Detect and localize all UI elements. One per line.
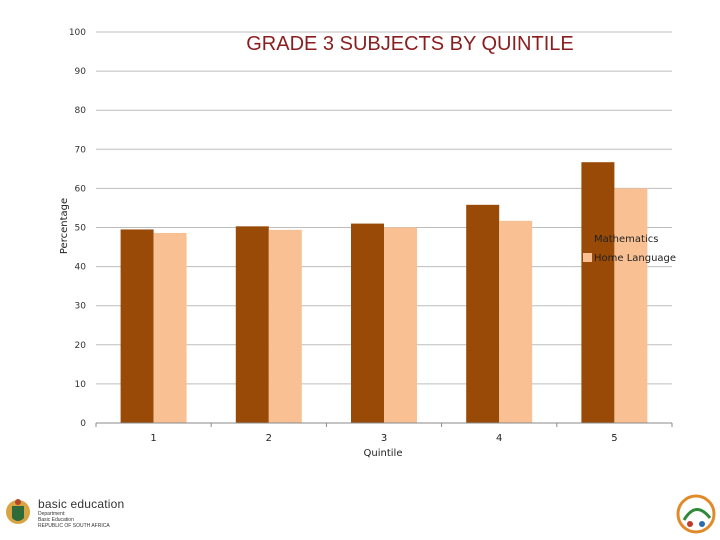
legend-swatch-mathematics [583,234,592,243]
coat-of-arms-icon [6,499,30,524]
x-tick-label: 3 [381,433,387,444]
logo-sub-basic-education: Basic Education [38,517,74,523]
legend-label-home-language: Home Language [594,253,676,264]
bar-home-language-q1 [153,232,187,423]
y-tick-label: 40 [75,263,87,273]
bar-home-language-q4 [499,220,533,423]
bar-mathematics-q4 [466,204,500,423]
x-tick-label: 2 [266,433,272,444]
bar-mathematics-q2 [235,226,269,423]
bar-home-language-q5 [614,188,648,423]
y-tick-label: 70 [75,145,87,155]
x-tick-label: 4 [496,433,502,444]
bar-mathematics-q1 [120,229,154,423]
x-axis-label: Quintile [364,448,403,459]
x-tick-label: 1 [150,433,156,444]
legend: Mathematics Home Language [583,234,676,264]
y-tick-label: 80 [75,106,87,116]
bar-mathematics-q3 [351,223,384,423]
legend-swatch-home-language [583,253,592,262]
chart-title: GRADE 3 SUBJECTS BY QUINTILE [246,33,574,55]
anniversary-emblem-icon [676,494,716,534]
y-tick-label: 50 [75,224,87,234]
y-tick-label: 60 [75,184,87,194]
y-axis-label: Percentage [59,198,70,254]
department-logo-text: basic education Department: Basic Educat… [38,497,124,529]
bars [120,162,648,423]
bar-home-language-q2 [268,229,302,423]
y-tick-label: 10 [75,380,87,390]
logo-sub-department: Department: [38,511,66,517]
x-tick-label: 5 [611,433,617,444]
y-tick-label: 100 [69,28,86,38]
logo-name: basic education [38,497,125,511]
bar-home-language-q3 [384,227,417,423]
x-axis-ticks: 1 2 3 4 5 [95,423,673,444]
y-tick-label: 90 [75,67,87,77]
y-axis-ticks: 0 10 20 30 40 50 60 70 80 90 100 [69,28,86,429]
bar-mathematics-q5 [581,162,615,423]
y-tick-label: 20 [75,341,87,351]
logo-sub-republic: REPUBLIC OF SOUTH AFRICA [38,523,110,529]
legend-label-mathematics: Mathematics [594,234,658,245]
y-tick-label: 0 [80,419,86,429]
y-tick-label: 30 [75,302,87,312]
